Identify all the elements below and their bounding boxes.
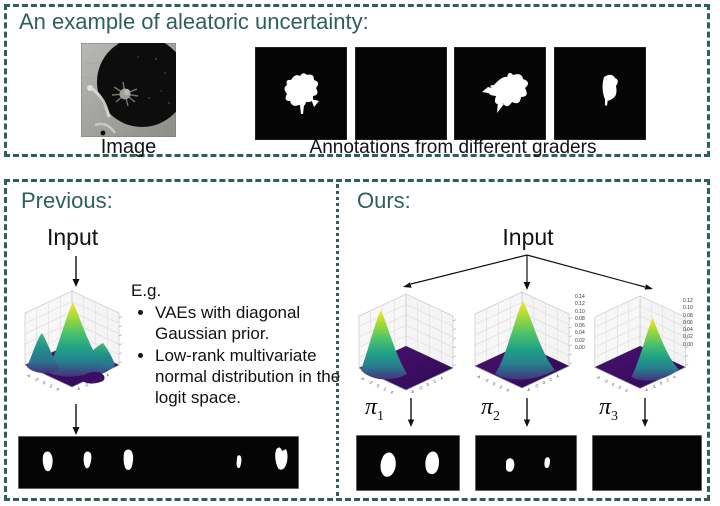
ours-surface-plot-2: -4 -2 0 2 4 -4 -2 0 2 4 — [474, 291, 573, 393]
down-arrow-icon — [523, 398, 531, 427]
image-label: Image — [100, 136, 157, 158]
previous-surface-plot: -4 -2 0 2 4 -4 -2 0 2 4 — [24, 290, 123, 392]
ours-sample-strip-3 — [592, 435, 702, 491]
ours-plot2-zticks: 0.14 0.12 0.10 0.08 0.06 0.04 0.02 0.00 — [575, 294, 585, 352]
previous-ours-divider — [336, 184, 339, 496]
down-arrow-icon — [641, 398, 649, 427]
ours-plot3-zticks: 0.12 0.10 0.08 0.06 0.04 0.02 0.00 — [683, 298, 693, 348]
down-arrow-icon — [72, 404, 80, 435]
ours-input-label: Input — [502, 224, 554, 250]
previous-input-label: Input — [47, 224, 99, 250]
eg-label: E.g. — [131, 281, 162, 300]
bullet-vae: VAEs with diagonal Gaussian prior. — [155, 303, 369, 344]
ours-sample-strip-2 — [475, 435, 577, 491]
annotations-label: Annotations from different graders — [309, 137, 597, 158]
grader-annotation-1 — [255, 47, 347, 140]
ct-scan-graphic — [81, 43, 176, 137]
pi1-label: π1 — [365, 394, 385, 424]
down-arrow-icon — [72, 256, 80, 287]
ours-surface-plot-3: -4 -2 0 2 4 -4 -2 0 2 4 — [594, 295, 689, 393]
previous-bullet-list: VAEs with diagonal Gaussian prior. Low-r… — [137, 303, 369, 411]
down-arrow-icon — [407, 398, 415, 427]
ours-title: Ours: — [357, 188, 411, 213]
ours-surface-plot-1: -4 -2 0 2 4 -4 -2 0 2 4 — [358, 293, 457, 395]
ours-sample-strip-1 — [356, 435, 460, 491]
example-box-title: An example of aleatoric uncertainty: — [19, 9, 369, 34]
aleatoric-example-box: An example of aleatoric uncertainty: — [4, 4, 710, 158]
grader-annotation-4 — [554, 47, 646, 140]
grader-annotation-2 — [355, 47, 447, 140]
bullet-lowrank: Low-rank multivariate normal distributio… — [155, 346, 369, 408]
ct-image — [81, 43, 176, 137]
pi3-label: π3 — [599, 394, 619, 424]
grader-annotation-3 — [454, 47, 546, 140]
fan-arrows-icon — [403, 254, 653, 290]
pi2-label: π2 — [481, 394, 501, 424]
previous-title: Previous: — [21, 188, 113, 213]
previous-samples-strip — [18, 436, 299, 489]
methods-box: Previous: Input -4 -2 0 2 4 -4 -2 0 2 4 … — [4, 179, 710, 501]
